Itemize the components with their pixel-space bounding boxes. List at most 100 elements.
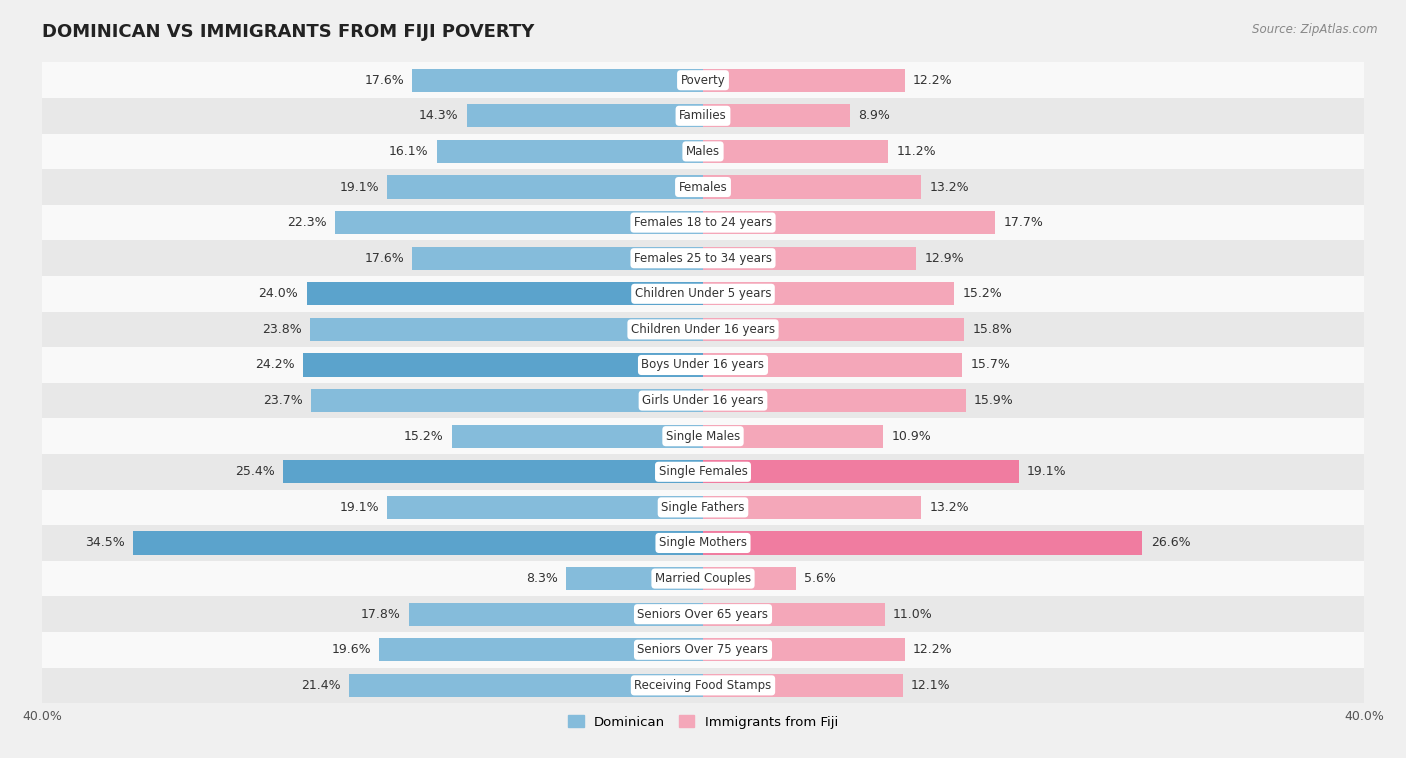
Text: 19.1%: 19.1% — [340, 180, 380, 193]
Text: Single Fathers: Single Fathers — [661, 501, 745, 514]
Bar — [42, 347, 1364, 383]
Text: Seniors Over 75 years: Seniors Over 75 years — [637, 644, 769, 656]
Text: Girls Under 16 years: Girls Under 16 years — [643, 394, 763, 407]
Bar — [703, 531, 1143, 555]
Text: Females: Females — [679, 180, 727, 193]
Bar — [350, 674, 703, 697]
Bar — [42, 169, 1364, 205]
Text: 15.2%: 15.2% — [962, 287, 1002, 300]
Bar — [703, 139, 889, 163]
Bar — [703, 318, 965, 341]
Bar — [412, 246, 703, 270]
Bar — [284, 460, 703, 484]
Bar — [42, 561, 1364, 597]
Text: 15.9%: 15.9% — [974, 394, 1014, 407]
Text: Females 25 to 34 years: Females 25 to 34 years — [634, 252, 772, 265]
Bar — [335, 211, 703, 234]
Bar — [42, 205, 1364, 240]
Text: 23.8%: 23.8% — [262, 323, 301, 336]
Bar — [703, 674, 903, 697]
Bar — [312, 389, 703, 412]
Text: Single Males: Single Males — [666, 430, 740, 443]
Bar — [703, 246, 917, 270]
Bar — [134, 531, 703, 555]
Text: 17.8%: 17.8% — [361, 608, 401, 621]
Bar — [42, 312, 1364, 347]
Bar — [703, 389, 966, 412]
Text: Receiving Food Stamps: Receiving Food Stamps — [634, 679, 772, 692]
Text: 24.2%: 24.2% — [256, 359, 295, 371]
Text: 19.1%: 19.1% — [340, 501, 380, 514]
Bar — [309, 318, 703, 341]
Text: 10.9%: 10.9% — [891, 430, 931, 443]
Bar — [703, 567, 796, 590]
Text: 16.1%: 16.1% — [389, 145, 429, 158]
Bar — [467, 105, 703, 127]
Text: 12.2%: 12.2% — [912, 74, 952, 86]
Text: 13.2%: 13.2% — [929, 501, 969, 514]
Text: Families: Families — [679, 109, 727, 122]
Text: 24.0%: 24.0% — [259, 287, 298, 300]
Text: 19.6%: 19.6% — [332, 644, 371, 656]
Bar — [703, 175, 921, 199]
Bar — [42, 668, 1364, 703]
Bar — [42, 632, 1364, 668]
Bar — [409, 603, 703, 626]
Bar — [703, 353, 962, 377]
Text: 22.3%: 22.3% — [287, 216, 326, 229]
Text: 12.2%: 12.2% — [912, 644, 952, 656]
Text: 12.9%: 12.9% — [924, 252, 965, 265]
Text: 11.0%: 11.0% — [893, 608, 932, 621]
Text: 12.1%: 12.1% — [911, 679, 950, 692]
Text: Females 18 to 24 years: Females 18 to 24 years — [634, 216, 772, 229]
Text: 11.2%: 11.2% — [896, 145, 936, 158]
Bar — [565, 567, 703, 590]
Text: 17.6%: 17.6% — [364, 252, 404, 265]
Text: Children Under 16 years: Children Under 16 years — [631, 323, 775, 336]
Bar — [703, 105, 851, 127]
Text: 17.6%: 17.6% — [364, 74, 404, 86]
Bar — [42, 240, 1364, 276]
Text: 34.5%: 34.5% — [84, 537, 125, 550]
Bar — [703, 603, 884, 626]
Bar — [42, 98, 1364, 133]
Bar — [451, 424, 703, 448]
Bar — [703, 460, 1018, 484]
Text: Single Females: Single Females — [658, 465, 748, 478]
Bar — [42, 276, 1364, 312]
Text: Source: ZipAtlas.com: Source: ZipAtlas.com — [1253, 23, 1378, 36]
Bar — [42, 454, 1364, 490]
Bar — [42, 133, 1364, 169]
Text: Children Under 5 years: Children Under 5 years — [634, 287, 772, 300]
Text: Single Mothers: Single Mothers — [659, 537, 747, 550]
Text: 23.7%: 23.7% — [263, 394, 304, 407]
Text: 8.3%: 8.3% — [526, 572, 558, 585]
Text: DOMINICAN VS IMMIGRANTS FROM FIJI POVERTY: DOMINICAN VS IMMIGRANTS FROM FIJI POVERT… — [42, 23, 534, 41]
Text: Married Couples: Married Couples — [655, 572, 751, 585]
Legend: Dominican, Immigrants from Fiji: Dominican, Immigrants from Fiji — [562, 709, 844, 734]
Bar — [703, 424, 883, 448]
Text: 15.7%: 15.7% — [970, 359, 1011, 371]
Text: 25.4%: 25.4% — [235, 465, 276, 478]
Bar — [703, 282, 955, 305]
Bar — [412, 69, 703, 92]
Text: 19.1%: 19.1% — [1026, 465, 1066, 478]
Text: 17.7%: 17.7% — [1004, 216, 1043, 229]
Text: Seniors Over 65 years: Seniors Over 65 years — [637, 608, 769, 621]
Bar — [42, 597, 1364, 632]
Text: Males: Males — [686, 145, 720, 158]
Bar — [380, 638, 703, 661]
Text: 14.3%: 14.3% — [419, 109, 458, 122]
Text: 15.2%: 15.2% — [404, 430, 444, 443]
Text: 21.4%: 21.4% — [301, 679, 342, 692]
Bar — [437, 139, 703, 163]
Bar — [703, 496, 921, 519]
Text: Boys Under 16 years: Boys Under 16 years — [641, 359, 765, 371]
Text: 26.6%: 26.6% — [1150, 537, 1191, 550]
Bar — [307, 282, 703, 305]
Bar — [42, 383, 1364, 418]
Text: Poverty: Poverty — [681, 74, 725, 86]
Bar — [388, 496, 703, 519]
Bar — [703, 69, 904, 92]
Text: 8.9%: 8.9% — [858, 109, 890, 122]
